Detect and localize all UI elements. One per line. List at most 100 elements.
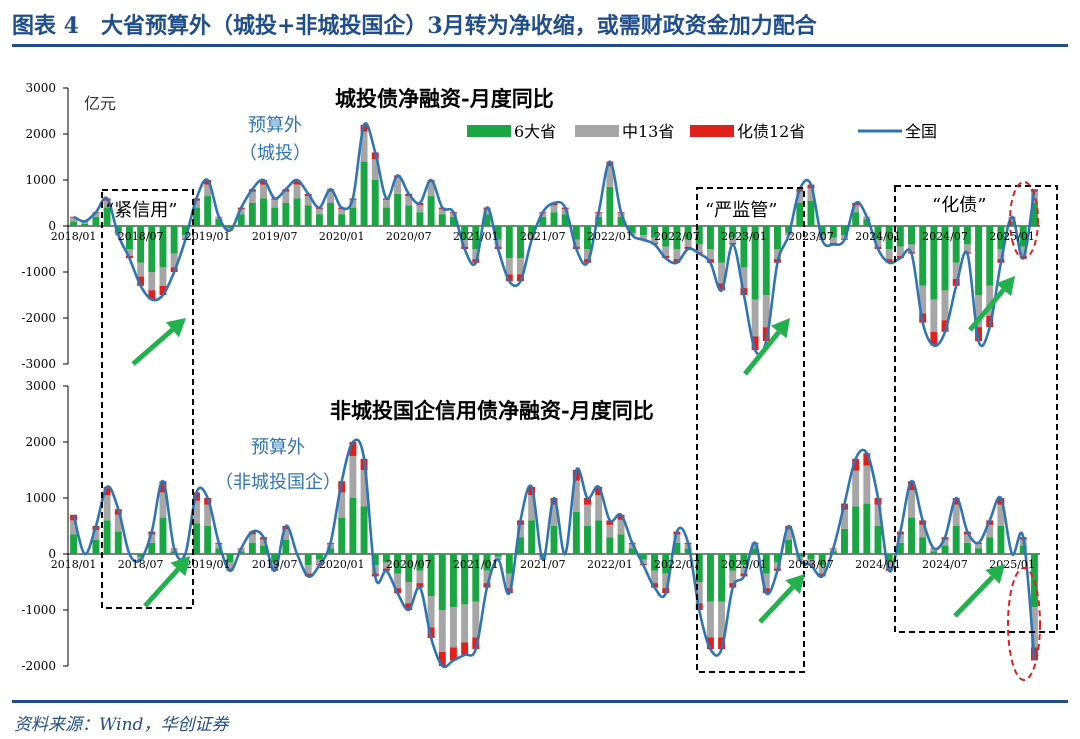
bot-bar-six-provinces xyxy=(751,548,759,554)
top-bar-six-provinces xyxy=(148,226,156,272)
chart-legend: 6大省 中13省 化债12省 全国 xyxy=(467,122,937,141)
bot-bar-debt12 xyxy=(595,486,603,496)
top-bar-mid13 xyxy=(304,196,312,206)
bot-bar-debt12 xyxy=(472,637,480,650)
top-bar-mid13 xyxy=(572,239,580,247)
bot-bar-mid13 xyxy=(673,534,681,543)
top-bar-debt12 xyxy=(137,276,145,286)
bot-y-tick-label: 3000 xyxy=(25,379,56,393)
bot-bar-mid13 xyxy=(461,604,469,643)
bot-bar-six-provinces xyxy=(528,520,536,554)
bot-bar-six-provinces xyxy=(304,554,312,566)
bot-bar-six-provinces xyxy=(807,554,815,560)
top-bar-six-provinces xyxy=(662,226,670,247)
top-bar-six-provinces xyxy=(505,226,513,259)
bot-bar-six-provinces xyxy=(885,554,893,563)
top-bar-mid13 xyxy=(461,239,469,247)
bot-bar-mid13 xyxy=(282,529,290,540)
top-bar-six-provinces xyxy=(572,226,580,240)
bot-bar-debt12 xyxy=(159,481,167,493)
top-bar-debt12 xyxy=(148,290,156,300)
top-bar-mid13 xyxy=(684,239,692,247)
top-bar-six-provinces xyxy=(360,161,368,226)
bot-bar-six-provinces xyxy=(841,528,848,554)
bot-bar-six-provinces xyxy=(215,548,223,554)
top-bar-six-provinces xyxy=(818,226,826,236)
bot-bar-debt12 xyxy=(584,498,591,505)
bot-x-tick-label: 2022/07 xyxy=(654,558,700,571)
top-bar-six-provinces xyxy=(237,214,245,226)
bot-bar-six-provinces xyxy=(114,531,122,554)
top-bar-debt12 xyxy=(517,274,524,282)
top-bar-mid13 xyxy=(975,295,983,328)
top-x-tick-label: 2022/07 xyxy=(654,230,700,243)
bot-bar-mid13 xyxy=(114,514,122,532)
bot-bar-six-provinces xyxy=(684,548,692,554)
top-bar-mid13 xyxy=(371,159,379,180)
bot-bar-six-provinces xyxy=(449,554,457,608)
bot-bar-mid13 xyxy=(193,500,200,524)
bot-bar-mid13 xyxy=(394,573,402,589)
top-bar-six-provinces xyxy=(226,226,234,229)
bot-x-tick-label: 2023/01 xyxy=(721,558,767,571)
top-bar-six-provinces xyxy=(528,226,536,236)
top-bar-mid13 xyxy=(483,208,491,215)
top-bar-mid13 xyxy=(930,299,938,332)
top-bar-six-provinces xyxy=(773,226,781,249)
bot-bar-mid13 xyxy=(606,524,614,538)
top-bar-mid13 xyxy=(349,199,357,208)
bot-bar-six-provinces xyxy=(796,554,804,557)
trend-arrows xyxy=(131,276,1015,624)
top-bar-six-provinces xyxy=(885,226,893,249)
top-bar-six-provinces xyxy=(785,226,793,233)
top-bar-mid13 xyxy=(651,237,659,244)
bottom-offbudget-label-1: 预算外 xyxy=(251,437,305,458)
top-bar-six-provinces xyxy=(405,205,413,226)
bot-bar-six-provinces xyxy=(941,545,949,554)
bot-bar-debt12 xyxy=(449,647,457,661)
trend-arrow-shaft xyxy=(743,330,781,376)
top-bar-six-provinces xyxy=(863,219,871,226)
top-bar-mid13 xyxy=(248,191,256,203)
top-y-tick-label: 1000 xyxy=(25,173,56,187)
top-bar-six-provinces xyxy=(1030,203,1038,226)
bot-bar-six-provinces xyxy=(204,526,212,554)
bot-bar-mid13 xyxy=(349,456,357,498)
bot-x-tick-label: 2024/07 xyxy=(922,558,968,571)
bot-bar-mid13 xyxy=(260,539,267,546)
top-bar-six-provinces xyxy=(1019,226,1027,247)
bot-bar-six-provinces xyxy=(919,537,927,554)
top-bar-mid13 xyxy=(472,249,480,260)
bot-bar-mid13 xyxy=(405,582,413,604)
top-bar-six-provinces xyxy=(606,186,614,226)
bot-bar-six-provinces xyxy=(92,540,100,554)
bot-bar-six-provinces xyxy=(226,554,234,563)
top-bar-six-provinces xyxy=(829,226,837,238)
bot-bar-mid13 xyxy=(148,534,156,543)
top-bar-debt12 xyxy=(204,180,212,185)
legend-label-six-provinces: 6大省 xyxy=(514,122,556,141)
bot-bar-debt12 xyxy=(103,486,111,496)
bot-bar-six-provinces xyxy=(651,554,659,571)
top-x-tick-label: 2020/01 xyxy=(319,230,365,243)
top-bar-mid13 xyxy=(81,221,89,224)
strict-control-box xyxy=(696,187,805,673)
trend-arrow-shaft xyxy=(143,567,180,608)
top-bar-mid13 xyxy=(505,258,513,275)
bot-bar-mid13 xyxy=(70,520,78,535)
bot-bar-mid13 xyxy=(908,490,915,518)
bot-bar-six-provinces xyxy=(952,526,960,554)
bot-bar-six-provinces xyxy=(617,534,625,554)
top-bar-six-provinces xyxy=(852,212,860,226)
bot-bar-mid13 xyxy=(416,570,424,584)
bot-bar-six-provinces xyxy=(695,554,703,582)
bot-bar-six-provinces xyxy=(740,554,748,566)
bottom-national-line xyxy=(72,438,1036,669)
bottom-chart-title: 非城投国企信用债净融资-月度同比 xyxy=(330,398,654,423)
top-bar-six-provinces xyxy=(181,226,189,236)
bot-bar-six-provinces xyxy=(70,534,78,554)
top-bar-debt12 xyxy=(260,180,267,185)
source-note: 资料来源：Wind，华创证券 xyxy=(14,715,229,735)
bot-bar-mid13 xyxy=(941,539,949,546)
